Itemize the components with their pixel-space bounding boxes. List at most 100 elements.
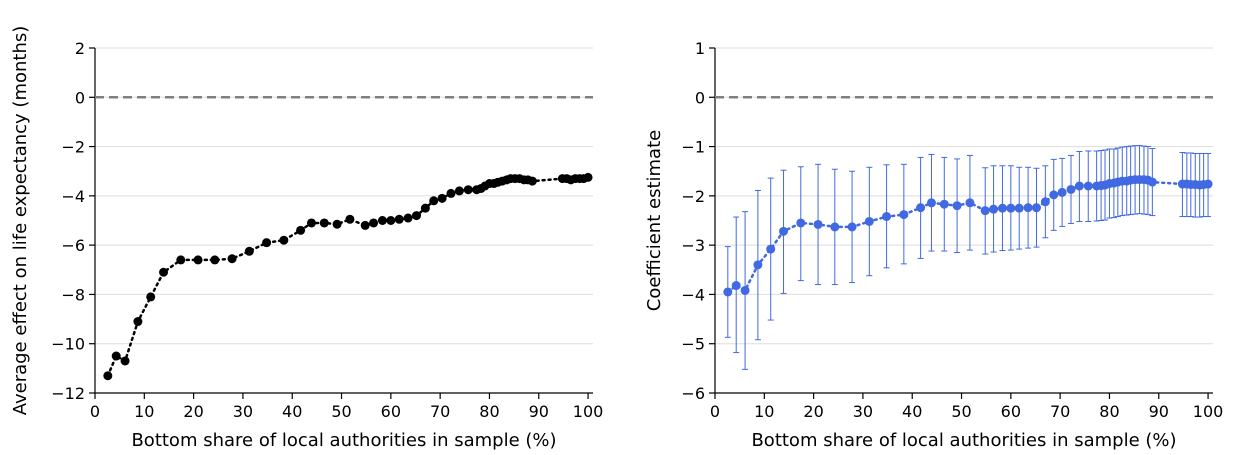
data-point	[1057, 187, 1067, 197]
x-tick-label: 70	[430, 402, 450, 421]
data-point	[377, 216, 387, 225]
data-point	[120, 356, 130, 366]
data-point	[369, 218, 379, 228]
y-tick-label: −6	[61, 236, 85, 255]
data-point	[446, 188, 456, 198]
x-tick-label: 0	[90, 402, 100, 421]
data-point	[386, 216, 396, 225]
data-point	[965, 198, 975, 208]
data-point	[394, 214, 404, 224]
x-tick-label: 0	[710, 402, 720, 421]
data-point	[429, 196, 439, 206]
data-point	[939, 199, 949, 209]
data-point	[146, 292, 156, 302]
data-point	[360, 220, 370, 230]
data-point	[193, 255, 203, 265]
data-point	[1074, 181, 1084, 191]
x-tick-label: 30	[853, 402, 873, 421]
right-chart: 10−1−2−3−4−5−60 10 20 30 40 50 60 70 80 90 100Bott…	[644, 39, 1223, 451]
data-point	[1203, 179, 1213, 189]
y-tick-label: 1	[695, 39, 705, 58]
data-point	[296, 225, 306, 235]
left-chart: 20−2−4−6−8−10−120 10 20 30 40 50 60 70 80 90 100Bo…	[10, 26, 603, 451]
y-tick-label: 0	[695, 88, 705, 107]
x-tick-label: 10	[754, 402, 774, 421]
y-tick-label: −1	[681, 138, 705, 157]
x-tick-label: 40	[282, 402, 302, 421]
data-point	[1014, 203, 1024, 213]
data-point	[1066, 184, 1076, 194]
data-point	[103, 371, 113, 381]
y-tick-label: −5	[681, 335, 705, 354]
data-point	[583, 172, 593, 182]
data-point	[779, 226, 789, 236]
data-point	[1031, 203, 1041, 213]
data-point	[159, 267, 169, 277]
x-tick-label: 80	[479, 402, 499, 421]
data-point	[420, 203, 430, 213]
data-point	[1083, 181, 1093, 191]
data-point	[463, 185, 473, 195]
data-point	[111, 351, 121, 361]
x-tick-label: 20	[803, 402, 823, 421]
y-tick-label: −12	[51, 384, 85, 403]
data-point	[899, 210, 909, 220]
data-point	[306, 218, 316, 228]
data-point	[454, 186, 464, 196]
data-point	[882, 212, 892, 222]
x-tick-label: 80	[1099, 402, 1119, 421]
x-tick-label: 60	[381, 402, 401, 421]
x-tick-label: 90	[529, 402, 549, 421]
x-axis-label: Bottom share of local authorities in sam…	[131, 430, 556, 451]
x-tick-label: 30	[233, 402, 253, 421]
series-line	[726, 178, 1210, 294]
data-point	[403, 213, 413, 223]
data-point	[952, 201, 962, 211]
data-point	[1040, 197, 1050, 207]
y-tick-label: 0	[75, 88, 85, 107]
data-point	[319, 218, 329, 228]
data-point	[1049, 190, 1059, 200]
y-tick-label: −6	[681, 384, 705, 403]
data-point	[279, 235, 289, 245]
data-point	[847, 222, 857, 232]
y-axis-label: Average effect on life expectancy (month…	[10, 26, 31, 416]
data-point	[345, 214, 355, 224]
data-point	[766, 244, 776, 254]
data-point	[262, 238, 272, 248]
y-tick-label: −4	[61, 187, 85, 206]
y-axis-label: Coefficient estimate	[644, 130, 665, 311]
data-point	[740, 285, 750, 295]
data-point	[133, 317, 143, 327]
data-point	[411, 211, 421, 221]
data-point	[731, 281, 741, 291]
x-tick-label: 50	[331, 402, 351, 421]
x-tick-label: 90	[1149, 402, 1169, 421]
y-tick-label: −2	[61, 138, 85, 157]
data-point	[332, 219, 342, 229]
data-point	[437, 193, 447, 203]
data-point	[227, 254, 237, 264]
data-point	[980, 206, 990, 216]
y-tick-label: −8	[61, 285, 85, 304]
data-point	[753, 260, 763, 270]
y-tick-label: −10	[51, 335, 85, 354]
data-point	[864, 216, 874, 226]
y-tick-label: 2	[75, 39, 85, 58]
x-tick-label: 50	[951, 402, 971, 421]
x-tick-label: 70	[1050, 402, 1070, 421]
data-point	[176, 255, 186, 265]
data-point	[527, 176, 537, 186]
x-tick-label: 60	[1001, 402, 1021, 421]
y-tick-label: −3	[681, 236, 705, 255]
data-point	[1147, 177, 1157, 187]
data-point	[997, 203, 1007, 213]
y-tick-label: −2	[681, 187, 705, 206]
data-point	[796, 218, 806, 228]
data-point	[813, 219, 823, 229]
x-tick-label: 100	[573, 402, 604, 421]
x-tick-label: 10	[134, 402, 154, 421]
x-tick-label: 40	[902, 402, 922, 421]
data-point	[926, 198, 936, 208]
